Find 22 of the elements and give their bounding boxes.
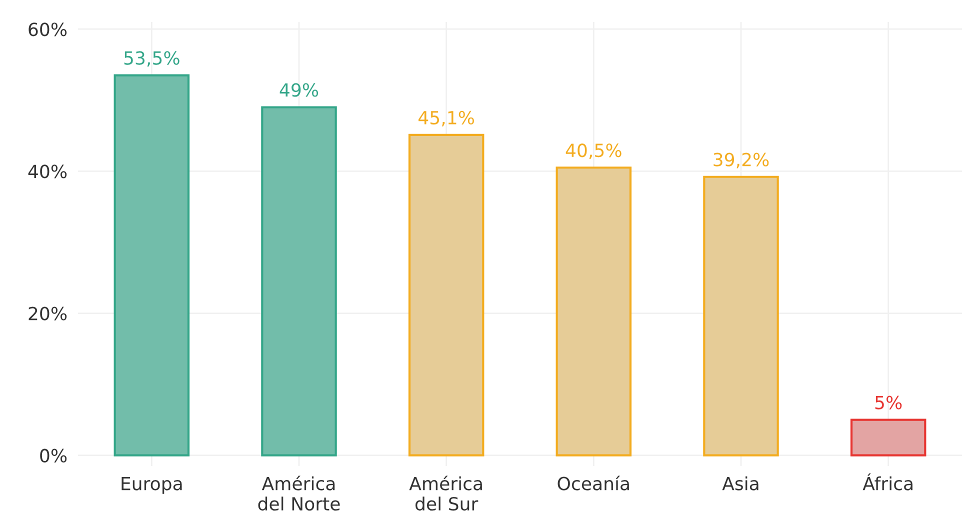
bar — [408, 134, 484, 456]
data-label: 45,1% — [418, 110, 474, 126]
data-label: 40,5% — [566, 144, 622, 160]
y-tick-label: 0% — [40, 448, 67, 462]
x-tick-label: África — [862, 473, 912, 490]
y-tick-label: 60% — [28, 22, 67, 36]
bar — [850, 418, 926, 456]
data-label: 5% — [875, 396, 902, 410]
x-tick-label: América del Norte — [258, 476, 340, 511]
x-tick-label: Oceanía — [558, 476, 629, 490]
y-tick-label: 40% — [28, 164, 67, 178]
data-label: 49% — [280, 83, 318, 97]
x-tick-label: Asia — [722, 476, 758, 490]
x-tick-label: Europa — [122, 476, 182, 494]
x-tick-label: América del Sur — [409, 476, 482, 511]
data-label: 53,5% — [124, 51, 180, 67]
bar — [261, 106, 337, 456]
bar — [703, 176, 779, 456]
bar — [556, 166, 632, 456]
y-tick-label: 20% — [28, 306, 67, 320]
bar — [114, 74, 190, 456]
data-label: 39,2% — [714, 152, 769, 168]
